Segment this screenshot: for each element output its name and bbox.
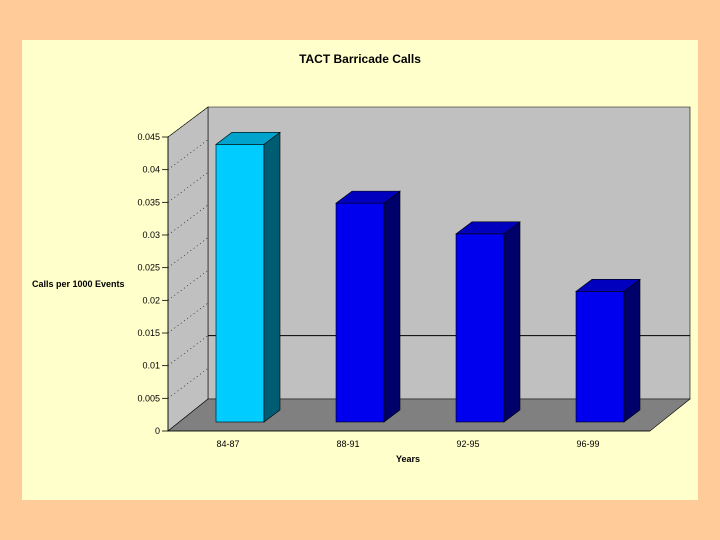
bar-front bbox=[455, 233, 505, 423]
y-gridline-dot bbox=[167, 270, 209, 301]
bar-side bbox=[263, 131, 281, 423]
y-gridline-dot bbox=[167, 204, 209, 236]
y-gridline-dot bbox=[167, 139, 209, 170]
y-gridline-dot bbox=[167, 335, 209, 366]
bar-side bbox=[503, 221, 521, 423]
y-axis-label: Calls per 1000 Events bbox=[32, 279, 125, 289]
x-tick-label: 96-99 bbox=[576, 439, 599, 449]
chart-side-wall bbox=[167, 106, 209, 432]
bar-front bbox=[215, 144, 265, 423]
y-gridline-dot bbox=[167, 106, 209, 138]
x-axis-ticks: 84-87 88-91 92-95 96-99 bbox=[168, 430, 650, 449]
y-gridline-dots bbox=[167, 106, 209, 399]
x-tick-label: 88-91 bbox=[336, 439, 359, 449]
bars bbox=[215, 131, 641, 423]
y-gridline-dot bbox=[167, 172, 209, 203]
y-tick-label: 0.015 bbox=[137, 328, 160, 338]
y-tick-label: 0.04 bbox=[142, 165, 160, 175]
bar bbox=[575, 278, 641, 423]
y-tick-label: 0.01 bbox=[142, 361, 160, 371]
bar-top bbox=[455, 221, 521, 235]
y-tick-label: 0.03 bbox=[142, 230, 160, 240]
bar-front bbox=[335, 202, 385, 423]
chart-title: TACT Barricade Calls bbox=[299, 52, 421, 66]
y-tick-label: 0.005 bbox=[137, 393, 160, 403]
x-tick-label: 84-87 bbox=[216, 439, 239, 449]
bar-side bbox=[623, 278, 641, 423]
bar-top bbox=[575, 279, 641, 292]
bar bbox=[335, 190, 401, 423]
y-tick-label: 0.045 bbox=[137, 132, 160, 142]
y-tick-label: 0.025 bbox=[137, 263, 160, 273]
bar-side bbox=[383, 190, 401, 423]
bar bbox=[215, 131, 281, 423]
y-axis-ticks: 0 0.005 0.01 0.015 0.02 0.025 0.03 0.035 0.04 0.0… bbox=[137, 132, 169, 436]
bar-top bbox=[215, 132, 281, 145]
y-tick-label: 0 bbox=[155, 426, 160, 436]
y-gridline-dot bbox=[167, 302, 209, 334]
y-gridline-dot bbox=[167, 368, 209, 399]
bar-front bbox=[575, 291, 625, 423]
bar bbox=[455, 221, 521, 423]
x-tick-label: 92-95 bbox=[456, 439, 479, 449]
x-axis-label: Years bbox=[396, 454, 420, 464]
y-tick-label: 0.02 bbox=[142, 295, 160, 305]
y-tick-label: 0.035 bbox=[137, 197, 160, 207]
y-gridline-dot bbox=[167, 237, 209, 268]
bar-top bbox=[335, 190, 401, 204]
